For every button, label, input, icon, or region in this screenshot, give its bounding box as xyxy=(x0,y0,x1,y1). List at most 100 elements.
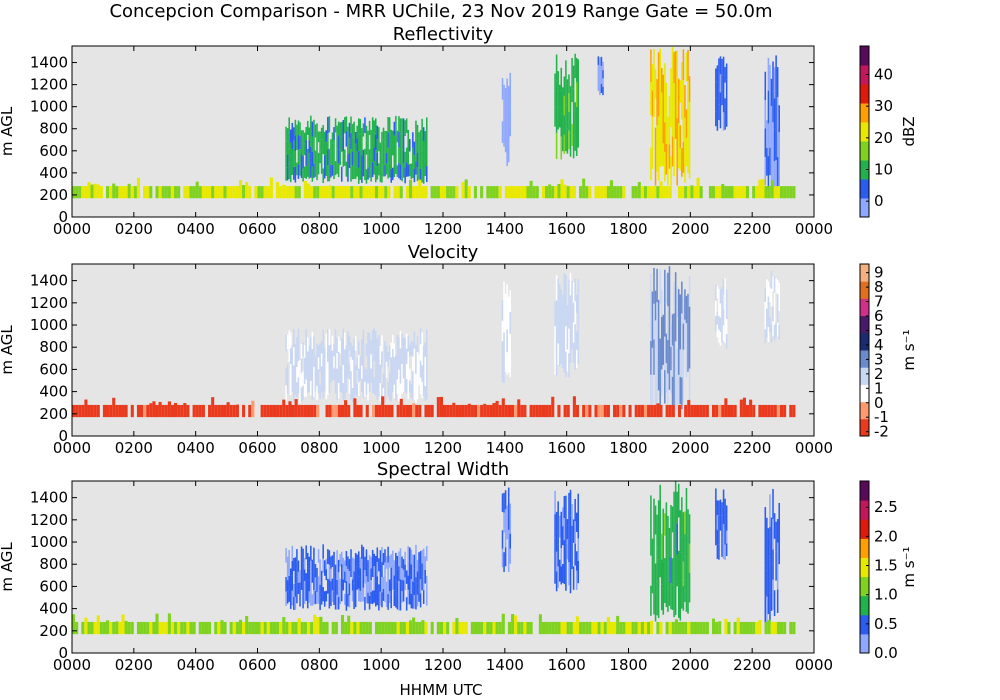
heat-cell xyxy=(396,334,399,350)
heat-cell xyxy=(379,383,382,402)
x-tick-label: 1400 xyxy=(486,439,524,457)
heat-cell xyxy=(425,165,428,183)
heat-cell xyxy=(317,345,320,358)
heat-cell xyxy=(684,186,688,199)
heat-cell xyxy=(769,559,771,593)
x-tick-label: 0600 xyxy=(238,220,276,238)
heat-cell xyxy=(619,404,623,418)
heat-cell xyxy=(572,566,575,590)
heat-cell xyxy=(767,528,770,557)
heat-cell xyxy=(507,529,510,551)
heat-cell xyxy=(348,137,351,153)
heat-cell xyxy=(316,137,318,152)
heat-cell xyxy=(599,66,601,77)
heat-cell xyxy=(616,404,620,418)
heat-cell xyxy=(677,145,680,169)
heat-cell xyxy=(339,366,341,380)
heat-cell xyxy=(667,151,669,186)
panel-reflectivity: 0000 0200 0400 0600 0800 1000 1200 1400 1600 1800… xyxy=(0,24,918,238)
heat-cell xyxy=(362,560,365,575)
heat-cell xyxy=(373,566,375,579)
heat-cell xyxy=(347,568,349,582)
x-tick-label: 2200 xyxy=(733,220,771,238)
heat-cell xyxy=(665,502,668,529)
heat-cell xyxy=(651,116,654,143)
heat-cell xyxy=(378,139,380,152)
heat-cell xyxy=(378,584,380,598)
heat-cell xyxy=(384,371,386,388)
heat-cell xyxy=(320,127,323,140)
heat-cell xyxy=(362,123,365,137)
heat-cell xyxy=(115,404,119,418)
heat-cell xyxy=(313,186,317,199)
heat-cell xyxy=(402,404,406,418)
heat-cell xyxy=(345,357,348,369)
heat-cell xyxy=(84,399,88,418)
heat-cell xyxy=(421,563,423,577)
heat-cell xyxy=(673,523,675,555)
precip-event-3 xyxy=(650,481,691,622)
x-tick-label: 1800 xyxy=(609,220,647,238)
heat-cell xyxy=(336,137,338,150)
heat-cell xyxy=(504,528,507,548)
heat-cell xyxy=(687,49,689,81)
heat-cell xyxy=(320,593,323,605)
y-tick-label: 1400 xyxy=(30,272,68,290)
heat-cell xyxy=(651,565,654,594)
heat-cell xyxy=(664,122,666,152)
heat-cell xyxy=(664,63,666,93)
heat-cell xyxy=(424,131,426,147)
heat-cell xyxy=(327,116,329,134)
heat-cell xyxy=(715,97,717,112)
heat-cell xyxy=(504,509,507,529)
heat-cell xyxy=(679,294,682,322)
heat-cell xyxy=(294,356,297,370)
heat-cell xyxy=(422,548,425,563)
heat-cell xyxy=(424,569,426,584)
heat-cell xyxy=(602,61,604,71)
x-tick-label: 1800 xyxy=(609,656,647,674)
heat-cell xyxy=(554,91,556,109)
x-tick-label: 0400 xyxy=(177,439,215,457)
heat-cell xyxy=(306,120,309,135)
heat-cell xyxy=(356,138,358,152)
heat-cell xyxy=(316,123,318,138)
colorbar-segment xyxy=(860,103,869,123)
heat-cell xyxy=(354,365,357,381)
heat-cell xyxy=(325,621,329,635)
heat-cell xyxy=(545,186,549,199)
heat-cell xyxy=(361,155,363,170)
heat-cell xyxy=(342,364,345,384)
heat-cell xyxy=(504,120,507,137)
heat-cell xyxy=(183,621,187,635)
heat-cell xyxy=(418,179,422,199)
heat-cell xyxy=(681,186,685,199)
heat-cell xyxy=(676,287,678,318)
heat-cell xyxy=(353,121,355,137)
heat-cell xyxy=(407,153,409,165)
heat-cell xyxy=(170,404,175,418)
heat-cell xyxy=(659,515,661,547)
heat-cell xyxy=(289,168,292,183)
heat-cell xyxy=(367,349,369,367)
heat-cell xyxy=(220,186,224,199)
heat-cell xyxy=(667,306,669,340)
heat-cell xyxy=(718,89,720,105)
heat-cell xyxy=(563,322,566,348)
heat-cell xyxy=(331,350,334,366)
heat-cell xyxy=(322,346,324,364)
heat-cell xyxy=(84,186,88,199)
heat-cell xyxy=(503,281,505,308)
heat-cell xyxy=(289,582,292,596)
heat-cell xyxy=(745,186,750,199)
heat-cell xyxy=(671,76,674,107)
heat-cell xyxy=(374,555,377,569)
heat-cell xyxy=(384,164,386,177)
heat-cell xyxy=(562,129,564,152)
heat-cell xyxy=(186,186,190,199)
heat-cell xyxy=(399,594,402,611)
heat-cell xyxy=(345,595,348,611)
heat-cell xyxy=(416,351,419,368)
precip-event-5 xyxy=(715,56,728,131)
